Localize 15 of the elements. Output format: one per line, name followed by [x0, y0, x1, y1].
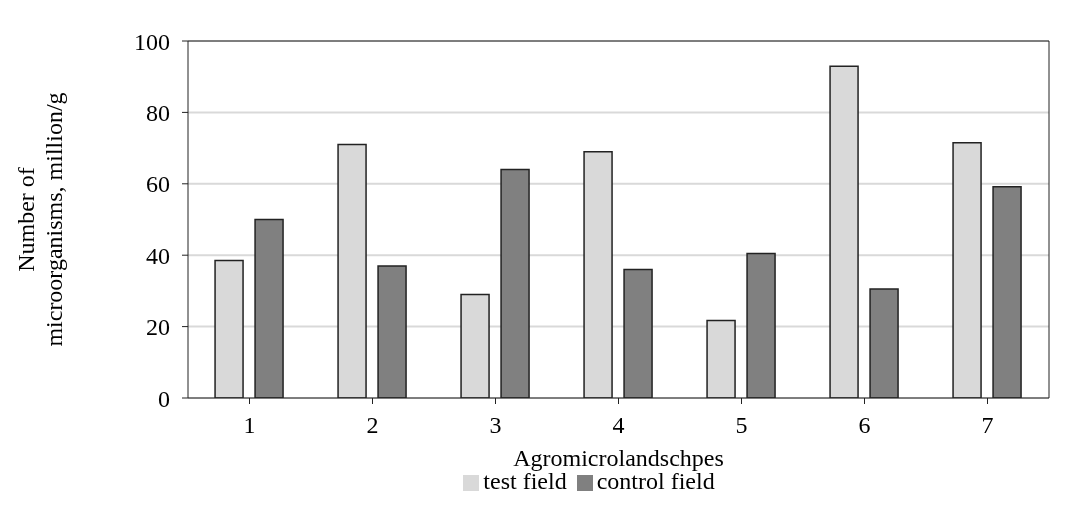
x-tick-label: 6 [858, 412, 871, 439]
x-tick-label: 4 [612, 412, 625, 439]
y-tick-label: 80 [146, 99, 170, 126]
x-tick-label: 7 [981, 412, 994, 439]
y-tick-label: 20 [146, 314, 170, 341]
y-tick-label: 100 [134, 28, 170, 55]
x-tick-label: 3 [489, 412, 502, 439]
x-axis-title: Agromicrolandschpes [513, 445, 724, 471]
y-tick-label: 60 [146, 171, 170, 198]
x-tick-label: 2 [366, 412, 379, 439]
x-tick-label: 5 [735, 412, 748, 439]
y-tick-label: 40 [146, 242, 170, 269]
y-axis-title: Number of microorganisms, million/g [13, 92, 67, 347]
y-tick-label: 0 [158, 385, 170, 412]
x-tick-label: 1 [243, 412, 256, 439]
